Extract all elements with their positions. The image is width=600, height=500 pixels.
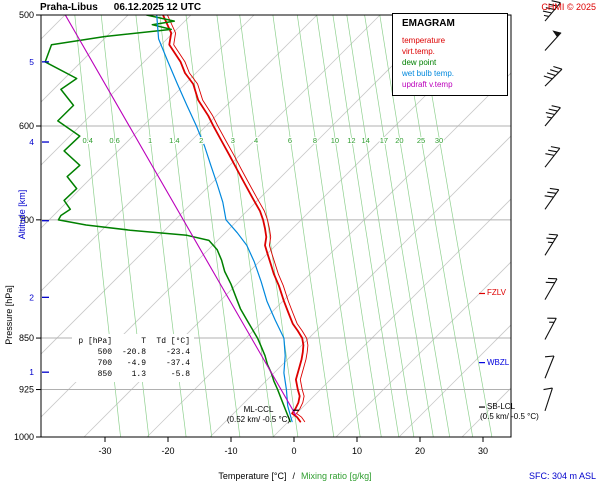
svg-text:10: 10 — [352, 446, 362, 456]
axis-label-separator: / — [292, 471, 296, 481]
svg-text:17: 17 — [380, 136, 388, 145]
wind-barb — [544, 105, 561, 127]
svg-text:1000: 1000 — [14, 432, 34, 442]
temperature-ticks: -30 -20 -10 0 10 20 30 — [98, 437, 488, 456]
x-axis-labels: Temperature [°C] / Mixing ratio [g/kg] — [0, 471, 590, 481]
svg-text:0: 0 — [291, 446, 296, 456]
mixing-ratio-labels: 0.4 0.6 1 1.4 2 3 4 6 8 10 12 14 17 20 25 30 — [81, 135, 444, 146]
wind-barb — [542, 0, 561, 22]
svg-text:1.4: 1.4 — [169, 136, 179, 145]
wind-barbs — [542, 0, 563, 412]
svg-text:850: 850 — [19, 333, 34, 343]
legend-item-virt-temp: virt.temp. — [402, 47, 435, 56]
temperature-axis-label: Temperature [°C] — [218, 471, 287, 481]
legend-item-dew-point: dew point — [402, 58, 437, 67]
svg-text:10: 10 — [331, 136, 339, 145]
virt-temp--curve — [166, 15, 309, 423]
svg-text:30: 30 — [478, 446, 488, 456]
svg-text:12: 12 — [347, 136, 355, 145]
svg-text:700: 700 — [19, 215, 34, 225]
wind-barb — [544, 187, 560, 210]
wind-barb — [543, 387, 553, 412]
svg-text:1: 1 — [148, 136, 152, 145]
mixing-ratio-lines — [74, 15, 493, 437]
table-header: p [hPa] T Td [°C] — [78, 337, 190, 346]
copyright-text: CHMI © 2025 — [541, 2, 596, 12]
svg-text:2: 2 — [199, 136, 203, 145]
updraft-v-temp-curve — [64, 15, 297, 416]
svg-text:-10: -10 — [224, 446, 237, 456]
freezing-level-label: FZLV — [487, 288, 506, 298]
legend-item-updraft: updraft v.temp — [402, 80, 453, 89]
svg-text:500: 500 — [19, 10, 34, 20]
svg-text:25: 25 — [417, 136, 425, 145]
sb-lcl-label: SB-LCL (0.5 km/ -0.5 °C) — [480, 402, 539, 422]
legend-item-temperature: temperature — [402, 36, 446, 45]
wind-barb — [543, 65, 563, 87]
surface-elevation-label: SFC: 304 m ASL — [528, 471, 596, 481]
plot-border — [40, 14, 512, 438]
svg-text:30: 30 — [435, 136, 443, 145]
chart-title: Praha-Libus 06.12.2025 12 UTC — [40, 2, 201, 13]
wind-barb — [544, 233, 559, 256]
ml-ccl-label: ML-CCL (0.52 km/ -0.5 °C) — [226, 405, 291, 425]
svg-text:-20: -20 — [161, 446, 174, 456]
wind-barb — [544, 355, 555, 379]
legend-box: EMAGRAM temperature virt.temp. dew point… — [392, 13, 508, 96]
altitude-axis-label: Altitude [km] — [17, 189, 27, 240]
temperature-curve — [162, 15, 305, 423]
svg-text:20: 20 — [395, 136, 403, 145]
svg-text:8: 8 — [313, 136, 317, 145]
legend-item-wet-bulb: wet bulb temp. — [402, 69, 455, 78]
svg-text:5: 5 — [29, 57, 34, 67]
altitude-ticks: 1 2 4 5 — [29, 57, 49, 377]
sounding-datetime: 06.12.2025 12 UTC — [113, 2, 202, 13]
wind-barb — [544, 146, 561, 168]
svg-text:4: 4 — [29, 137, 34, 147]
svg-text:3: 3 — [231, 136, 235, 145]
table-row: 850 1.3 -5.8 — [97, 370, 190, 379]
table-row: 500 -20.8 -23.4 — [97, 348, 190, 357]
station-name: Praha-Libus — [40, 2, 98, 13]
svg-text:20: 20 — [415, 446, 425, 456]
svg-text:14: 14 — [362, 136, 370, 145]
table-row: 700 -4.9 -37.4 — [97, 359, 190, 368]
mixing-ratio-axis-label: Mixing ratio [g/kg] — [301, 471, 372, 481]
svg-text:4: 4 — [254, 136, 258, 145]
wet-bulb-zero-label: WBZL — [487, 357, 510, 367]
svg-text:6: 6 — [288, 136, 292, 145]
table-rows: 500 -20.8 -23.4 700 -4.9 -37.4 850 1.3 -5.8 — [76, 347, 190, 380]
dew-point-curve — [44, 15, 291, 423]
svg-text:925: 925 — [19, 385, 34, 395]
sounding-curves — [44, 15, 309, 423]
wet-bulb-temp--curve — [156, 15, 293, 423]
svg-text:-30: -30 — [98, 446, 111, 456]
svg-text:1: 1 — [29, 367, 34, 377]
wind-barb — [544, 277, 558, 300]
level-data-table: p [hPa] T Td [°C] 500 -20.8 -23.4 700 -4.9 -37.… — [72, 334, 194, 382]
svg-text:2: 2 — [29, 292, 34, 302]
wind-barb — [544, 30, 562, 51]
svg-text:600: 600 — [19, 121, 34, 131]
wind-barb — [544, 317, 557, 340]
legend-title: EMAGRAM — [402, 18, 455, 29]
pressure-axis-label: Pressure [hPa] — [4, 285, 14, 345]
svg-text:0.4: 0.4 — [82, 136, 92, 145]
svg-text:0.6: 0.6 — [109, 136, 119, 145]
